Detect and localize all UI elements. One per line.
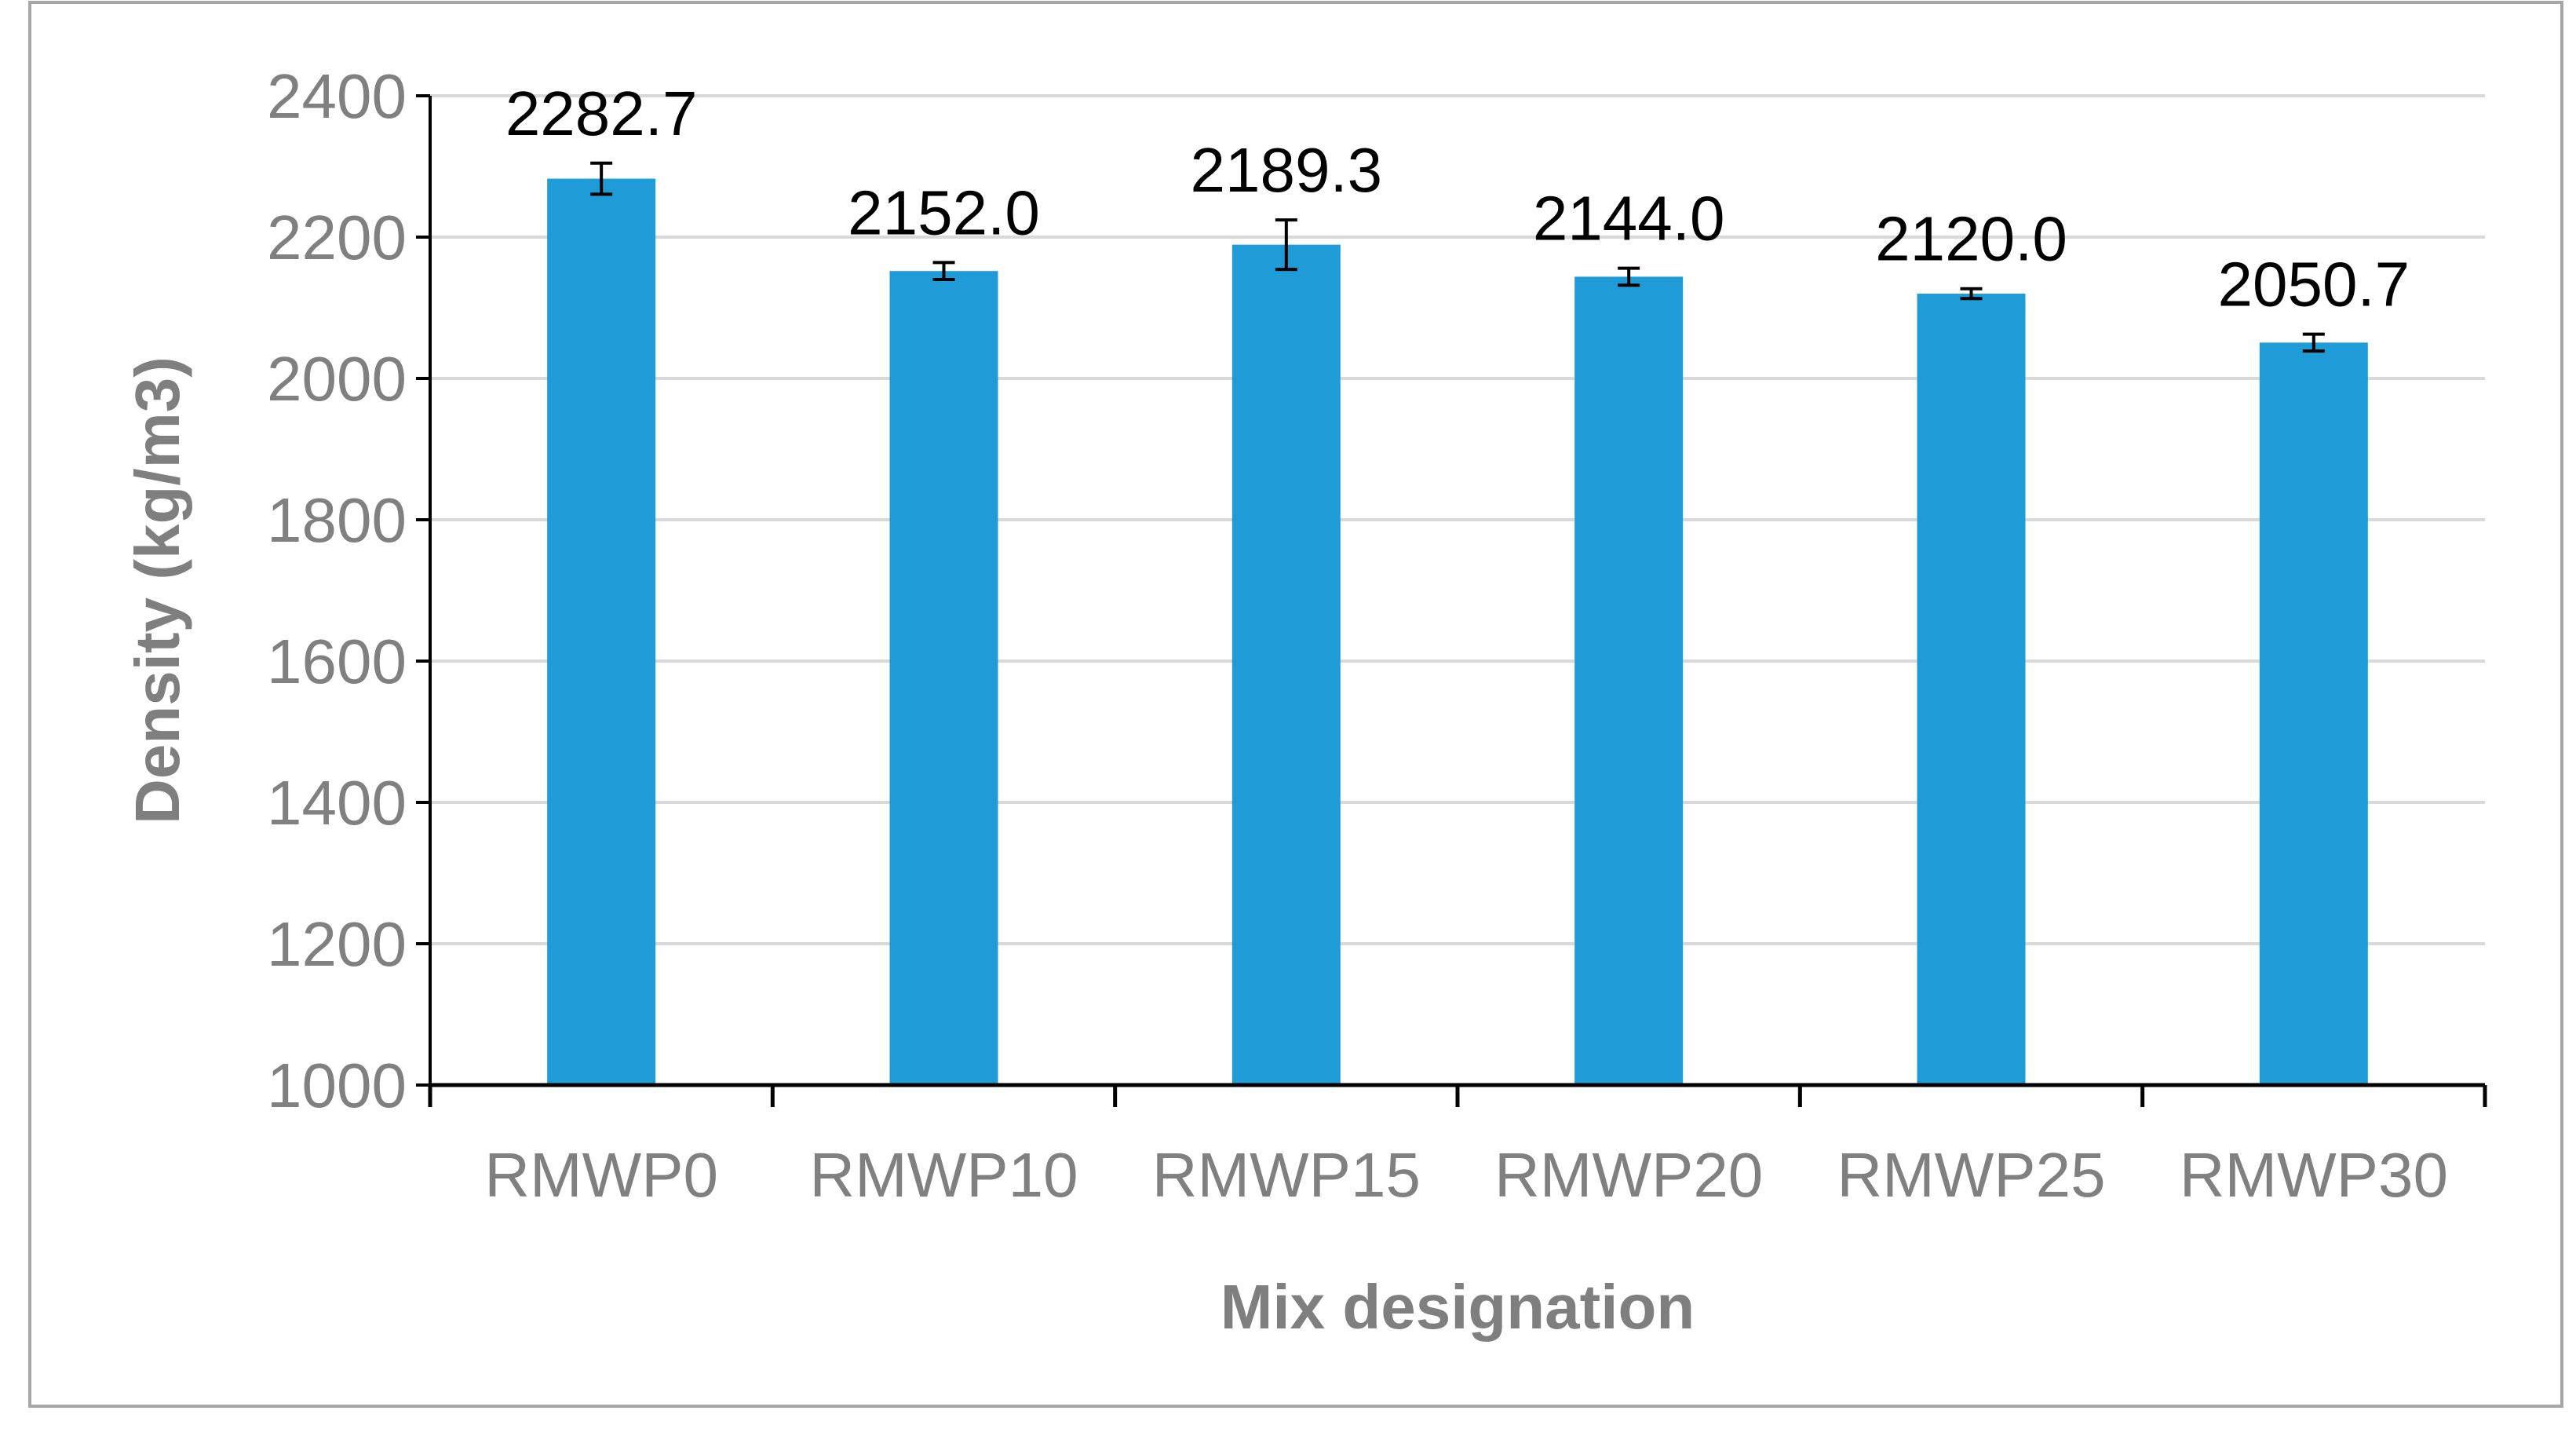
- data-label: 2282.7: [505, 79, 698, 148]
- axes: [416, 94, 2487, 1107]
- y-tick-label: 1400: [267, 768, 407, 838]
- data-label: 2050.7: [2217, 250, 2410, 320]
- data-label: 2189.3: [1190, 135, 1382, 205]
- error-bars: [590, 161, 2325, 353]
- y-tick-label: 1000: [267, 1051, 407, 1120]
- y-axis-title: Density (kg/m3): [122, 356, 192, 824]
- y-tick-label: 1800: [267, 485, 407, 555]
- y-tick-label: 2000: [267, 344, 407, 414]
- bar: [889, 271, 998, 1086]
- bar: [1231, 244, 1341, 1085]
- x-axis-title: Mix designation: [1220, 1272, 1695, 1342]
- x-tick-label: RMWP0: [484, 1140, 718, 1210]
- x-tick-label: RMWP10: [809, 1140, 1078, 1210]
- bar: [1917, 294, 2026, 1085]
- labels: 1000 1200 1400 1600 1800 2000 2200 2400 2282.7 RM…: [267, 61, 2448, 1210]
- y-tick-label: 1600: [267, 627, 407, 696]
- x-tick-label: RMWP15: [1152, 1140, 1421, 1210]
- data-label: 2152.0: [848, 177, 1040, 247]
- bar: [547, 178, 656, 1085]
- gridlines: [430, 94, 2485, 945]
- y-tick-label: 2400: [267, 61, 407, 131]
- bar: [2259, 342, 2368, 1085]
- data-label: 2120.0: [1875, 204, 2067, 274]
- data-label: 2144.0: [1533, 184, 1725, 254]
- x-tick-label: RMWP30: [2180, 1140, 2448, 1210]
- x-tick-label: RMWP25: [1837, 1140, 2105, 1210]
- bar: [1574, 276, 1684, 1085]
- bars: [547, 178, 2368, 1086]
- x-tick-label: RMWP20: [1494, 1140, 1763, 1210]
- y-tick-label: 1200: [267, 909, 407, 979]
- y-tick-label: 2200: [267, 203, 407, 272]
